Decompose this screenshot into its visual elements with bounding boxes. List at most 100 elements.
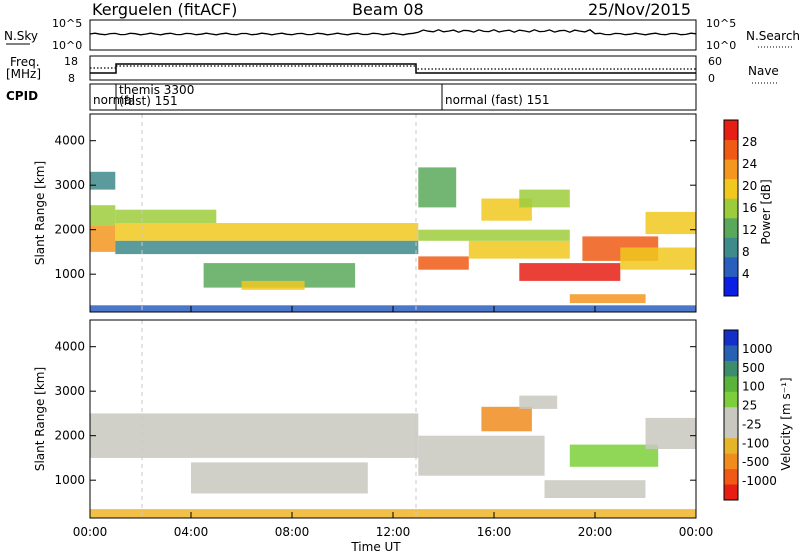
nave-label: Nave	[748, 64, 779, 78]
power-colorbar-label: Power [dB]	[759, 179, 773, 244]
velocity-colorbar-swatch-2	[724, 360, 738, 377]
noise-right-label: N.Search	[746, 29, 800, 43]
velocity-colorbar-frame	[723, 329, 739, 501]
power-band-3	[115, 240, 419, 255]
velocity-colorbar-swatch-0	[724, 330, 738, 346]
freq-label-2: [MHz]	[6, 67, 41, 81]
velocity-ytick-label-0: 1000	[54, 473, 85, 487]
power-colorbar-swatch-5	[724, 178, 738, 199]
x-tick-label-4: 16:00	[477, 525, 512, 539]
noise-left-tick-high: 10^5	[52, 17, 82, 30]
velocity-colorbar-swatch-4	[724, 391, 738, 408]
power-colorbar-swatch-4	[724, 198, 738, 219]
velocity-colorbar: 1000 500 100 25 -25 -100 -500 -1000	[723, 329, 777, 501]
x-tick-label-2: 08:00	[275, 525, 310, 539]
noise-left-label: N.Sky	[4, 29, 38, 43]
power-colorbar-swatch-3	[724, 217, 738, 238]
nave-line	[90, 65, 696, 70]
cpid-panel: CPID normal themis 3300 (fast) 151 norma…	[6, 83, 697, 111]
noise-panel: N.Sky 10^5 10^0 10^5 10^0 N.Search	[4, 17, 800, 52]
power-colorbar: 4 8 12 16 20 24 28	[723, 119, 757, 297]
x-tick-label-5: 20:00	[578, 525, 613, 539]
velocity-colorbar-swatch-7	[724, 438, 738, 455]
power-colorbar-tick-4: 20	[742, 179, 757, 193]
power-colorbar-tick-0: 4	[742, 267, 750, 281]
power-ytick-label-2: 3000	[54, 178, 85, 192]
noise-right-tick-high: 10^5	[706, 17, 736, 30]
station-title: Kerguelen (fitACF)	[92, 0, 238, 19]
freq-right-tick-low: 0	[708, 72, 715, 85]
power-band-15	[645, 211, 696, 235]
power-ytick-label-0: 1000	[54, 267, 85, 281]
power-colorbar-swatch-0	[724, 276, 738, 297]
power-colorbar-swatch-1	[724, 256, 738, 277]
velocity-colorbar-swatch-6	[724, 422, 738, 439]
beam-title: Beam 08	[352, 0, 424, 19]
velocity-colorbar-swatch-9	[724, 469, 738, 486]
velocity-ylabel: Slant Range [km]	[33, 367, 47, 471]
velocity-ytick-label-1: 2000	[54, 429, 85, 443]
power-colorbar-frame	[723, 119, 739, 297]
velocity-colorbar-swatch-10	[724, 484, 738, 501]
freq-label-1: Freq.	[10, 55, 40, 69]
power-colorbar-swatch-7	[724, 139, 738, 160]
velocity-band-0	[90, 413, 419, 458]
freq-left-tick-high: 18	[64, 55, 78, 68]
velocity-colorbar-tick-5: -100	[742, 436, 769, 450]
cpid-segment-themis: themis 3300	[119, 83, 194, 97]
frequency-panel: Freq. [MHz] 18 8 60 0 Nave	[6, 55, 779, 85]
velocity-band-5	[569, 444, 659, 467]
x-tick-label-6: 00:00	[679, 525, 714, 539]
power-colorbar-tick-2: 12	[742, 223, 757, 237]
power-band-11	[519, 189, 570, 208]
x-tick-label-1: 04:00	[174, 525, 209, 539]
velocity-band-7	[544, 480, 646, 498]
power-band-18	[90, 171, 116, 190]
velocity-ytick-label-2: 3000	[54, 384, 85, 398]
power-band-16	[569, 294, 646, 304]
velocity-band-2	[418, 435, 545, 476]
power-band-9	[418, 229, 570, 241]
velocity-colorbar-label: Velocity [m s⁻¹]	[779, 377, 793, 470]
velocity-colorbar-tick-3: 25	[742, 399, 757, 413]
noise-sky-line	[89, 29, 697, 36]
velocity-colorbar-swatch-8	[724, 453, 738, 470]
velocity-colorbar-tick-6: -500	[742, 455, 769, 469]
velocity-colorbar-tick-4: -25	[742, 417, 762, 431]
velocity-colorbar-tick-1: 500	[742, 361, 765, 375]
velocity-colorbar-tick-0: 1000	[742, 342, 773, 356]
frequency-line	[90, 63, 696, 74]
power-colorbar-tick-1: 8	[742, 245, 750, 259]
x-tick-label-0: 00:00	[73, 525, 108, 539]
power-band-8	[468, 240, 570, 259]
power-band-7	[418, 256, 469, 270]
velocity-panel: 1000 2000 3000 4000 Slant Range [km]	[33, 319, 697, 519]
power-ytick-label-3: 4000	[54, 134, 85, 148]
x-axis-label: Time UT	[350, 540, 401, 554]
velocity-ytick-label-3: 4000	[54, 340, 85, 354]
velocity-band-3	[481, 406, 532, 432]
power-colorbar-tick-5: 24	[742, 157, 757, 171]
power-ylabel: Slant Range [km]	[33, 161, 47, 265]
velocity-colorbar-swatch-3	[724, 376, 738, 393]
velocity-colorbar-tick-2: 100	[742, 380, 765, 394]
cpid-segment-fast: (fast) 151	[119, 94, 178, 108]
power-colorbar-swatch-2	[724, 237, 738, 258]
cpid-segment-normal-fast: normal (fast) 151	[445, 93, 549, 107]
power-colorbar-swatch-8	[724, 120, 738, 141]
freq-left-tick-low: 8	[68, 72, 75, 85]
noise-left-tick-low: 10^0	[52, 39, 82, 52]
date-title: 25/Nov/2015	[588, 0, 692, 19]
power-band-13	[519, 263, 621, 281]
power-colorbar-tick-6: 28	[742, 135, 757, 149]
velocity-band-4	[519, 395, 558, 409]
cpid-segment-normal: normal	[93, 93, 135, 107]
x-axis: 00:00 04:00 08:00 12:00 16:00 20:00 00:00	[73, 306, 714, 539]
velocity-colorbar-swatch-1	[724, 345, 738, 362]
power-colorbar-tick-3: 16	[742, 201, 757, 215]
power-band-6	[241, 280, 305, 290]
power-band-10	[481, 198, 532, 221]
velocity-band-1	[191, 462, 368, 494]
power-panel: 1000 2000 3000 4000 Slant Range [km]	[33, 113, 697, 313]
